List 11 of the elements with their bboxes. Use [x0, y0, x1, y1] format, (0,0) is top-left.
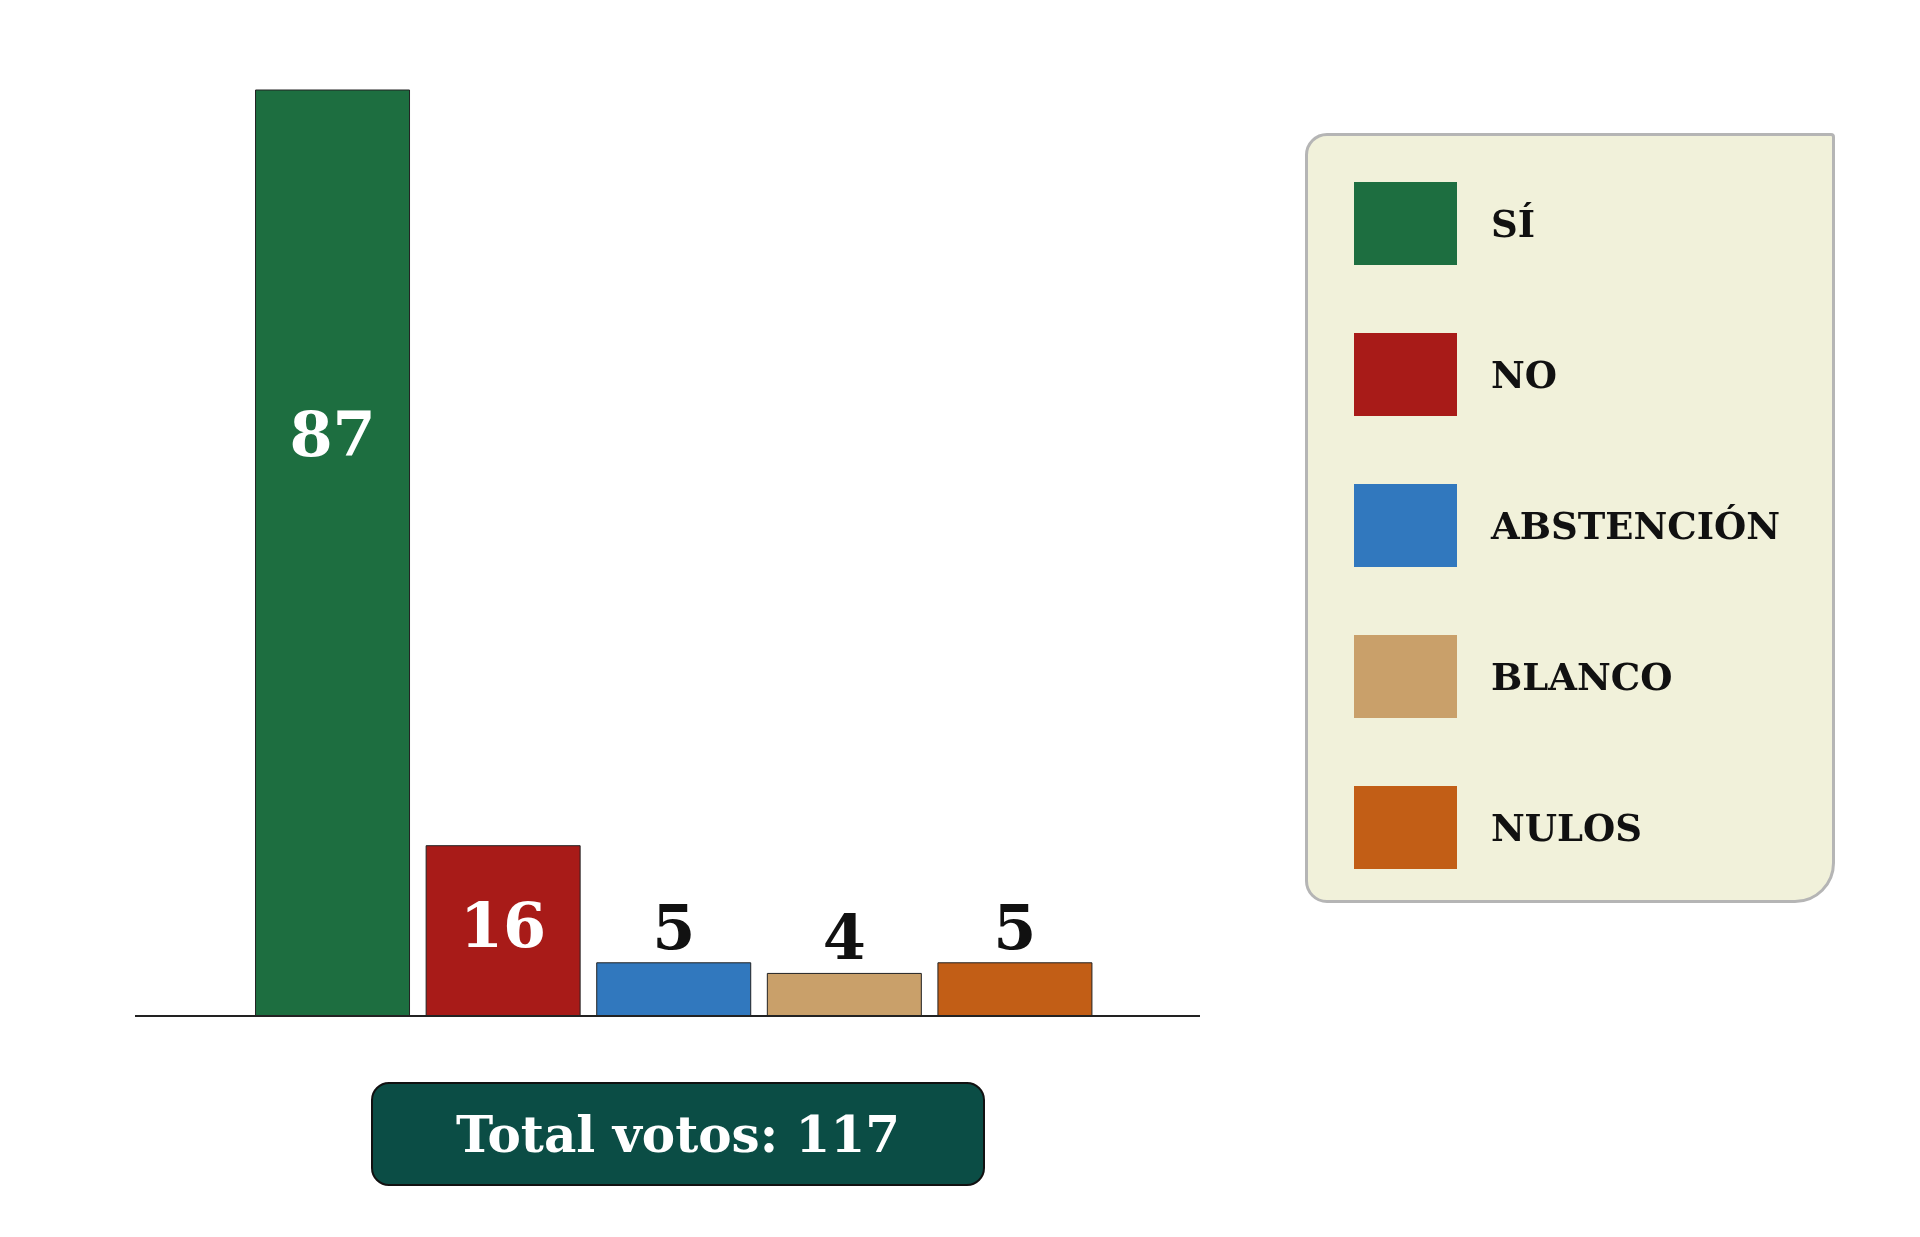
data-label: 4	[822, 901, 866, 975]
legend-label: BLANCO	[1491, 654, 1673, 699]
data-label: 5	[652, 890, 696, 964]
legend-label: NULOS	[1491, 805, 1643, 850]
text: Total votos: 117	[371, 1082, 985, 1186]
data-label: 16	[459, 888, 547, 962]
data-label: 5	[993, 890, 1037, 964]
legend-label: NO	[1491, 352, 1558, 397]
legend-label: SÍ	[1491, 201, 1536, 246]
legend-label: ABSTENCIÓN	[1491, 503, 1781, 548]
data-label: 87	[289, 398, 376, 471]
